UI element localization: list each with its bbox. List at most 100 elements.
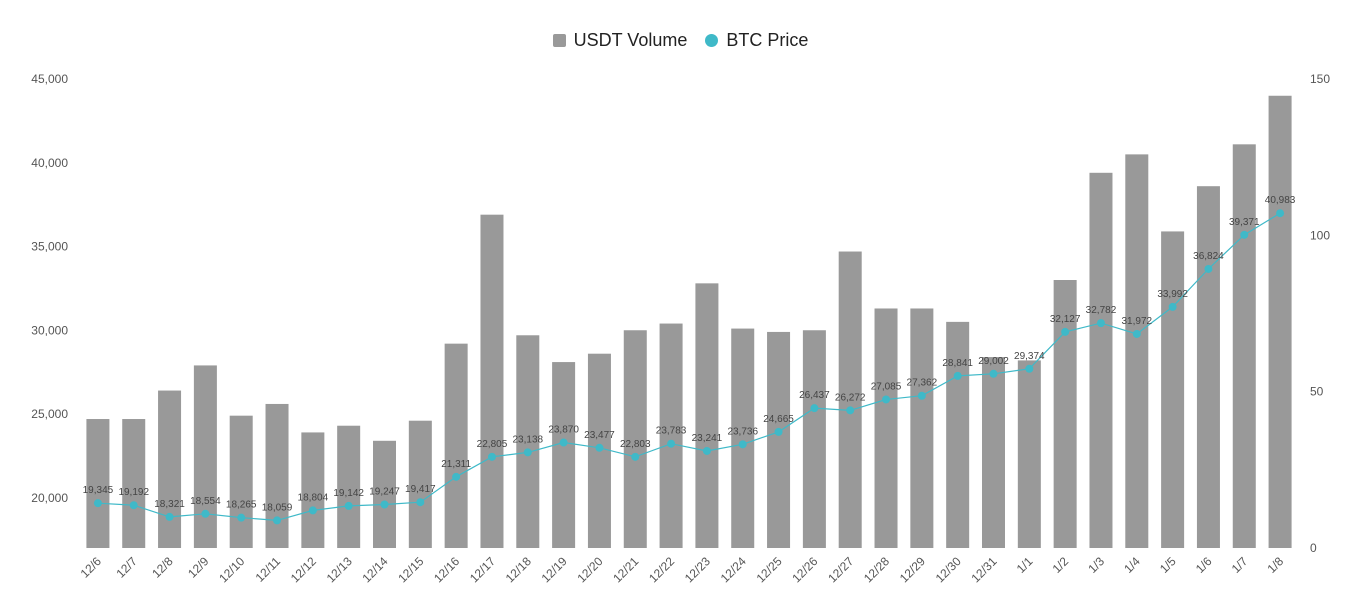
bar-usdt-volume	[623, 330, 647, 548]
bar-usdt-volume	[516, 335, 540, 548]
bar-usdt-volume	[946, 321, 970, 548]
left-axis-tick-label: 25,000	[31, 407, 68, 421]
data-label-btc-price: 19,345	[83, 485, 114, 496]
data-label-btc-price: 29,002	[978, 356, 1009, 367]
bar-usdt-volume	[122, 419, 146, 548]
data-label-btc-price: 32,782	[1086, 305, 1117, 316]
x-axis-tick-label: 12/26	[789, 554, 820, 585]
point-btc-price	[917, 391, 926, 400]
point-btc-price	[344, 501, 353, 510]
data-label-btc-price: 22,803	[620, 439, 651, 450]
bar-usdt-volume	[1053, 280, 1077, 548]
point-btc-price	[1276, 209, 1285, 218]
legend-bar-swatch-icon	[552, 34, 566, 47]
x-axis-tick-label: 1/8	[1265, 554, 1287, 576]
x-axis-tick-label: 1/3	[1085, 554, 1107, 576]
data-label-btc-price: 31,972	[1121, 316, 1152, 327]
bar-usdt-volume	[193, 365, 217, 548]
bar-usdt-volume	[86, 419, 110, 548]
legend-item-btc-price[interactable]: BTC Price	[705, 30, 808, 51]
x-axis-tick-label: 1/6	[1193, 554, 1215, 576]
left-axis-tick-label: 40,000	[31, 156, 68, 170]
legend-dot-swatch-icon	[705, 34, 719, 47]
bar-usdt-volume	[982, 357, 1005, 548]
bar-usdt-volume	[731, 328, 755, 548]
left-axis-tick-label: 35,000	[31, 240, 68, 254]
data-label-btc-price: 18,321	[154, 499, 185, 510]
bar-usdt-volume	[373, 440, 396, 548]
point-btc-price	[846, 406, 855, 415]
x-axis-tick-label: 1/7	[1229, 554, 1251, 576]
data-label-btc-price: 18,059	[262, 502, 293, 513]
chart-legend: USDT Volume BTC Price	[0, 30, 1361, 51]
data-label-btc-price: 24,665	[763, 414, 794, 425]
x-axis-tick-label: 12/16	[431, 554, 462, 585]
point-btc-price	[201, 509, 210, 518]
data-label-btc-price: 33,992	[1157, 289, 1188, 300]
line-btc-price	[97, 212, 1281, 522]
data-label-btc-price: 19,192	[118, 487, 149, 498]
data-label-btc-price: 40,983	[1265, 195, 1296, 206]
x-axis-tick-label: 12/23	[682, 554, 713, 585]
x-axis-tick-label: 12/19	[539, 554, 570, 585]
point-btc-price	[738, 440, 747, 449]
point-btc-price	[93, 499, 102, 508]
x-axis-tick-label: 12/9	[185, 554, 212, 581]
data-label-btc-price: 18,265	[226, 500, 257, 511]
point-btc-price	[1168, 302, 1177, 311]
bar-usdt-volume	[1268, 95, 1292, 548]
x-axis-tick-label: 12/12	[288, 554, 319, 585]
point-btc-price	[237, 513, 246, 522]
bar-usdt-volume	[301, 432, 325, 548]
bar-usdt-volume	[659, 323, 683, 548]
data-label-btc-price: 29,374	[1014, 351, 1045, 362]
point-btc-price	[1061, 327, 1070, 336]
left-axis-tick-label: 20,000	[31, 491, 68, 505]
x-axis-tick-label: 12/28	[861, 554, 892, 585]
data-label-btc-price: 18,554	[190, 496, 221, 507]
bar-usdt-volume	[265, 403, 289, 548]
bar-usdt-volume	[838, 251, 862, 548]
bar-usdt-volume	[1017, 360, 1041, 548]
bar-usdt-volume	[229, 415, 253, 548]
right-axis-tick-label: 150	[1310, 72, 1330, 86]
bar-usdt-volume	[1161, 231, 1185, 549]
point-btc-price	[631, 452, 640, 461]
x-axis-tick-label: 12/7	[113, 554, 140, 581]
data-label-btc-price: 22,805	[477, 439, 508, 450]
data-label-btc-price: 21,311	[441, 459, 471, 470]
point-btc-price	[1096, 319, 1105, 328]
data-label-btc-price: 23,477	[584, 430, 615, 441]
x-axis-tick-label: 12/22	[646, 554, 677, 585]
data-label-btc-price: 23,736	[727, 426, 758, 437]
point-btc-price	[308, 506, 317, 515]
point-btc-price	[989, 369, 998, 378]
point-btc-price	[1240, 230, 1249, 239]
x-axis-tick-label: 12/27	[825, 554, 856, 585]
point-btc-price	[882, 395, 891, 404]
bar-usdt-volume	[552, 362, 576, 548]
right-axis-tick-label: 50	[1310, 385, 1324, 399]
point-btc-price	[416, 498, 425, 507]
point-btc-price	[380, 500, 389, 509]
data-label-btc-price: 23,241	[692, 433, 723, 444]
bar-usdt-volume	[695, 283, 719, 548]
bar-usdt-volume	[444, 343, 468, 548]
legend-item-usdt-volume[interactable]: USDT Volume	[552, 30, 687, 51]
point-btc-price	[487, 452, 496, 461]
left-axis-tick-label: 30,000	[31, 323, 68, 337]
data-label-btc-price: 19,417	[405, 484, 436, 495]
point-btc-price	[953, 371, 962, 380]
data-label-btc-price: 32,127	[1050, 314, 1081, 325]
point-btc-price	[559, 438, 568, 447]
x-axis-tick-label: 12/6	[78, 554, 105, 581]
point-btc-price	[129, 501, 138, 510]
data-label-btc-price: 36,824	[1193, 251, 1224, 262]
point-btc-price	[1025, 364, 1034, 373]
data-label-btc-price: 23,138	[512, 434, 543, 445]
x-axis-tick-label: 1/4	[1121, 554, 1143, 576]
x-axis-tick-label: 12/13	[324, 554, 355, 585]
bar-usdt-volume	[802, 330, 826, 548]
x-axis-tick-label: 12/14	[359, 554, 390, 585]
x-axis-tick-label: 12/8	[149, 554, 176, 581]
